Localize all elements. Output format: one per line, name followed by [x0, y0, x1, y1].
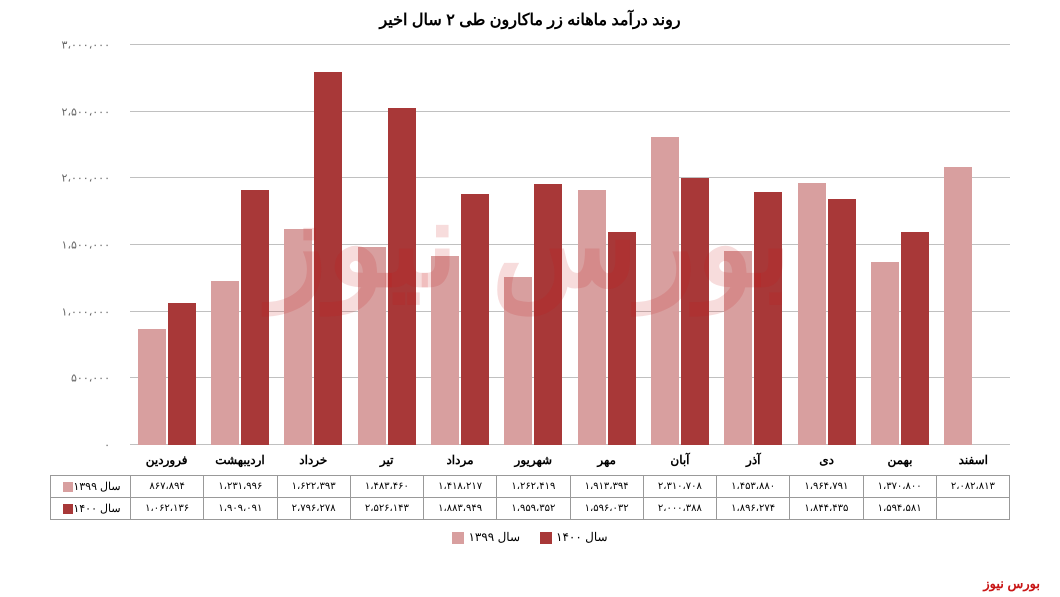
table-cell: ۱،۹۰۹،۰۹۱ — [204, 498, 277, 520]
y-tick-label: ۱،۰۰۰،۰۰۰ — [30, 305, 110, 318]
legend-label: سال ۱۴۰۰ — [556, 530, 608, 544]
series-swatch — [63, 504, 73, 514]
bar — [504, 277, 532, 445]
table-cell: ۸۶۷،۸۹۴ — [131, 476, 204, 498]
table-row: سال ۱۳۹۹۸۶۷،۸۹۴۱،۲۳۱،۹۹۶۱،۶۲۲،۳۹۳۱،۴۸۳،۴… — [51, 476, 1010, 498]
bar — [461, 194, 489, 445]
legend-swatch — [452, 532, 464, 544]
y-tick-label: ۳،۰۰۰،۰۰۰ — [30, 39, 110, 52]
month-group — [937, 45, 1010, 445]
table-cell: ۲،۰۰۰،۳۸۸ — [643, 498, 716, 520]
bar — [798, 183, 826, 445]
table-cell: ۱،۵۹۴،۵۸۱ — [863, 498, 936, 520]
month-group — [643, 45, 716, 445]
bar — [431, 256, 459, 445]
table-cell: ۱،۹۶۴،۷۹۱ — [790, 476, 863, 498]
x-axis-label: شهریور — [497, 453, 570, 467]
x-axis-label: خرداد — [277, 453, 350, 467]
table-cell: ۱،۹۵۹،۳۵۲ — [497, 498, 570, 520]
chart-title: روند درآمد ماهانه زر ماکارون طی ۲ سال اخ… — [20, 10, 1040, 30]
x-axis-label: آبان — [643, 453, 716, 467]
month-group — [423, 45, 496, 445]
data-table: سال ۱۳۹۹۸۶۷،۸۹۴۱،۲۳۱،۹۹۶۱،۶۲۲،۳۹۳۱،۴۸۳،۴… — [50, 475, 1010, 520]
month-group — [863, 45, 936, 445]
bar — [284, 229, 312, 445]
chart-container: روند درآمد ماهانه زر ماکارون طی ۲ سال اخ… — [0, 0, 1060, 597]
table-cell: ۱،۸۸۳،۹۴۹ — [424, 498, 497, 520]
row-label: سال ۱۴۰۰ — [51, 498, 131, 520]
y-tick-label: ۵۰۰،۰۰۰ — [30, 372, 110, 385]
month-group — [497, 45, 570, 445]
table-cell: ۱،۳۷۰،۸۰۰ — [863, 476, 936, 498]
table-cell: ۲،۵۲۶،۱۴۳ — [350, 498, 423, 520]
table-cell: ۱،۹۱۳،۳۹۴ — [570, 476, 643, 498]
y-tick-label: ۲،۵۰۰،۰۰۰ — [30, 105, 110, 118]
table-cell: ۱،۲۶۲،۴۱۹ — [497, 476, 570, 498]
bar — [681, 178, 709, 445]
bar — [754, 192, 782, 445]
month-group — [717, 45, 790, 445]
month-group — [790, 45, 863, 445]
y-axis: ۰۵۰۰،۰۰۰۱،۰۰۰،۰۰۰۱،۵۰۰،۰۰۰۲،۰۰۰،۰۰۰۲،۵۰۰… — [40, 45, 120, 445]
table-cell: ۱،۴۸۳،۴۶۰ — [350, 476, 423, 498]
y-tick-label: ۱،۵۰۰،۰۰۰ — [30, 239, 110, 252]
x-axis-label: آذر — [717, 453, 790, 467]
footer-text: بورس نیوز — [983, 576, 1040, 592]
x-axis-label: بهمن — [863, 453, 936, 467]
legend-item: سال ۱۳۹۹ — [452, 530, 520, 544]
table-cell: ۱،۸۴۴،۴۳۵ — [790, 498, 863, 520]
bar — [241, 190, 269, 445]
legend: سال ۱۳۹۹ سال ۱۴۰۰ — [20, 530, 1040, 544]
table-cell: ۱،۲۳۱،۹۹۶ — [204, 476, 277, 498]
month-group — [570, 45, 643, 445]
table-cell: ۲،۰۸۲،۸۱۳ — [936, 476, 1009, 498]
month-group — [277, 45, 350, 445]
table-cell: ۱،۶۲۲،۳۹۳ — [277, 476, 350, 498]
bar — [388, 108, 416, 445]
x-axis-label: اردیبهشت — [203, 453, 276, 467]
bar — [608, 232, 636, 445]
table-cell: ۱،۵۹۶،۰۳۲ — [570, 498, 643, 520]
month-group — [203, 45, 276, 445]
table-cell: ۱،۸۹۶،۲۷۴ — [717, 498, 790, 520]
bars-area — [130, 45, 1010, 445]
bar — [871, 262, 899, 445]
bar — [578, 190, 606, 445]
x-axis-label: اسفند — [937, 453, 1010, 467]
x-axis-label: مرداد — [423, 453, 496, 467]
legend-label: سال ۱۳۹۹ — [468, 530, 520, 544]
table-cell: ۲،۳۱۰،۷۰۸ — [643, 476, 716, 498]
table-cell — [936, 498, 1009, 520]
bar — [828, 199, 856, 445]
plot-area: بورس نیوز ۰۵۰۰،۰۰۰۱،۰۰۰،۰۰۰۱،۵۰۰،۰۰۰۲،۰۰… — [50, 45, 1010, 445]
bar — [651, 137, 679, 445]
bar — [901, 232, 929, 445]
bar — [211, 281, 239, 445]
x-axis-label: فروردین — [130, 453, 203, 467]
month-group — [130, 45, 203, 445]
bar — [724, 251, 752, 445]
bar — [314, 72, 342, 445]
table-cell: ۱،۴۵۳،۸۸۰ — [717, 476, 790, 498]
table-cell: ۲،۷۹۶،۲۷۸ — [277, 498, 350, 520]
table-row: سال ۱۴۰۰۱،۰۶۲،۱۳۶۱،۹۰۹،۰۹۱۲،۷۹۶،۲۷۸۲،۵۲۶… — [51, 498, 1010, 520]
bar — [944, 167, 972, 445]
bar — [138, 329, 166, 445]
bar — [358, 247, 386, 445]
series-swatch — [63, 482, 73, 492]
table-cell: ۱،۴۱۸،۲۱۷ — [424, 476, 497, 498]
row-label: سال ۱۳۹۹ — [51, 476, 131, 498]
table-cell: ۱،۰۶۲،۱۳۶ — [131, 498, 204, 520]
y-tick-label: ۲،۰۰۰،۰۰۰ — [30, 172, 110, 185]
month-group — [350, 45, 423, 445]
legend-item: سال ۱۴۰۰ — [540, 530, 608, 544]
bar — [168, 303, 196, 445]
legend-swatch — [540, 532, 552, 544]
y-tick-label: ۰ — [30, 439, 110, 452]
bar — [534, 184, 562, 445]
x-axis-label: مهر — [570, 453, 643, 467]
x-axis-label: دی — [790, 453, 863, 467]
x-axis-label: تیر — [350, 453, 423, 467]
x-labels: فروردیناردیبهشتخردادتیرمردادشهریورمهرآبا… — [130, 453, 1010, 467]
